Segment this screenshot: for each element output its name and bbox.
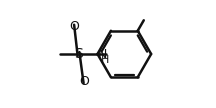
Text: H: H [101, 55, 109, 65]
Text: O: O [79, 75, 89, 88]
Text: S: S [74, 47, 83, 61]
Text: N: N [98, 48, 107, 60]
Text: O: O [69, 20, 79, 33]
